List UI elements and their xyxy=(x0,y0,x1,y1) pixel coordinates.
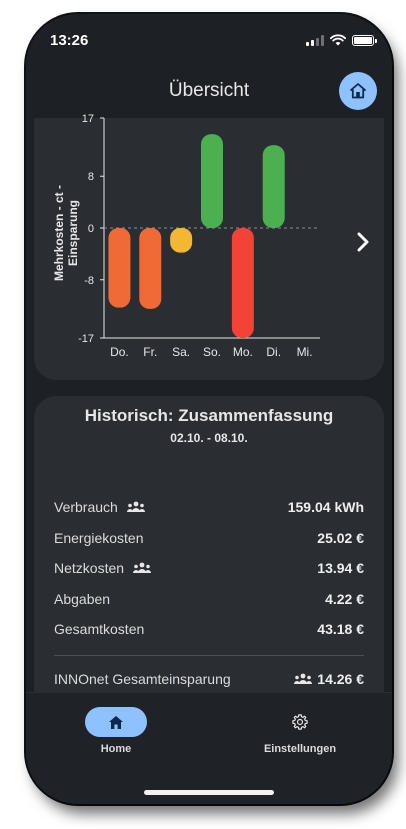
summary-divider xyxy=(54,654,364,656)
row-value: 4.22 € xyxy=(325,590,364,607)
page-title: Übersicht xyxy=(168,80,250,101)
summary-row-abgaben: Abgaben 4.22 € xyxy=(54,584,364,615)
nav-settings[interactable]: Einstellungen xyxy=(240,707,360,755)
nav-settings-label: Einstellungen xyxy=(263,743,337,755)
community-group-icon xyxy=(294,673,313,684)
summary-title: Historisch: Zusammenfassung xyxy=(84,406,334,425)
row-label: Verbrauch xyxy=(54,499,118,516)
home-indicator xyxy=(144,790,274,795)
chevron-right-icon xyxy=(357,232,369,252)
y-tick-label: 17 xyxy=(82,113,94,125)
status-time: 13:26 xyxy=(50,32,89,49)
row-value: 159.04 kWh xyxy=(287,499,364,516)
summary-row-gesamtkosten: Gesamtkosten 43.18 € xyxy=(54,614,364,645)
row-value: 43.18 € xyxy=(317,621,364,638)
bar-di xyxy=(262,145,285,228)
nav-home[interactable]: Home xyxy=(56,707,176,755)
community-group-icon xyxy=(126,501,145,513)
bar-fr xyxy=(139,228,162,309)
y-tick-label: -8 xyxy=(84,275,94,287)
nav-home-label: Home xyxy=(100,743,132,755)
community-group-icon xyxy=(133,562,152,574)
next-period-button[interactable] xyxy=(350,222,376,262)
y-tick-label: 8 xyxy=(88,171,94,183)
row-label: Gesamtkosten xyxy=(54,621,145,638)
summary-row-energiekosten: Energiekosten 25.02 € xyxy=(54,523,364,554)
x-tick-label: Sa. xyxy=(172,345,190,359)
nav-settings-pill[interactable] xyxy=(269,707,331,737)
status-icons xyxy=(306,34,377,46)
wifi-icon xyxy=(330,34,346,46)
home-icon xyxy=(109,715,123,729)
phone-frame: 13:26 Übersicht 17 8 0 -8 -17 Do. Fr. Sa. So. Mo.… xyxy=(26,14,392,804)
summary-period: 02.10. - 08.10. xyxy=(170,431,248,445)
bar-do xyxy=(108,228,131,308)
home-icon xyxy=(350,83,366,99)
x-tick-label: Di. xyxy=(266,345,281,359)
bottom-navigation: Home Einstellungen xyxy=(26,692,392,804)
x-tick-label: Fr. xyxy=(143,345,157,359)
row-label: Netzkosten xyxy=(54,560,125,577)
summary-rows: Verbrauch 159.04 kWh Energiekosten 25.02… xyxy=(54,492,364,694)
cellular-signal-icon xyxy=(306,34,324,46)
battery-icon xyxy=(352,34,377,46)
summary-row-verbrauch: Verbrauch 159.04 kWh xyxy=(54,492,364,523)
row-value: 25.02 € xyxy=(317,529,364,546)
x-tick-label: Do. xyxy=(110,345,129,359)
savings-bar-chart: 17 8 0 -8 -17 Do. Fr. Sa. So. Mo. Di. Mi. xyxy=(78,113,320,359)
home-button[interactable] xyxy=(339,72,377,110)
row-label: Abgaben xyxy=(54,590,111,607)
summary-row-savings: INNOnet Gesamteinsparung 14.26 € xyxy=(54,664,364,694)
chart-y-axis-label: Mehrkosten - ct - Einsparung xyxy=(52,185,80,282)
summary-card: Historisch: Zusammenfassung 02.10. - 08.… xyxy=(34,396,384,696)
status-bar: 13:26 xyxy=(26,14,392,58)
y-tick-label: -17 xyxy=(78,333,94,345)
x-tick-label: Mo. xyxy=(233,345,253,359)
gear-icon xyxy=(292,714,308,730)
savings-label: INNOnet Gesamteinsparung xyxy=(54,670,231,687)
bar-so xyxy=(201,134,223,228)
app-header: Übersicht xyxy=(26,70,392,114)
row-label: Energiekosten xyxy=(54,529,144,546)
chart-card: 17 8 0 -8 -17 Do. Fr. Sa. So. Mo. Di. Mi. Mehrkoste… xyxy=(34,113,384,380)
nav-home-pill[interactable] xyxy=(85,707,147,737)
bar-sa xyxy=(170,228,193,253)
summary-row-netzkosten: Netzkosten 13.94 € xyxy=(54,553,364,584)
savings-value: 14.26 € xyxy=(317,670,364,687)
x-tick-label: Mi. xyxy=(297,345,313,359)
bar-mo xyxy=(231,228,254,338)
row-value: 13.94 € xyxy=(317,560,364,577)
y-tick-label: 0 xyxy=(88,223,94,235)
x-tick-label: So. xyxy=(203,345,221,359)
